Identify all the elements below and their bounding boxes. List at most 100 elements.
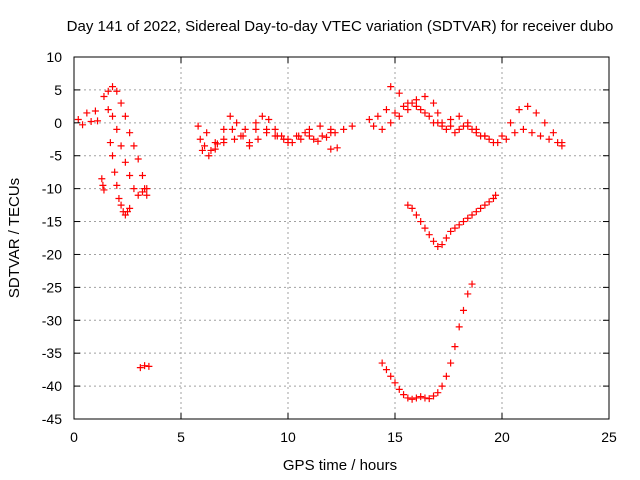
data-point — [83, 109, 91, 117]
x-tick-label: 10 — [280, 429, 296, 445]
data-point — [263, 125, 271, 133]
series-arc-04 — [104, 106, 151, 199]
data-point — [425, 231, 433, 239]
data-point — [198, 146, 206, 154]
y-tick-label: 10 — [46, 49, 62, 65]
data-point — [145, 362, 153, 370]
y-tick-label: -20 — [42, 246, 62, 262]
data-point — [284, 139, 292, 147]
data-point — [481, 201, 489, 209]
data-point — [233, 119, 241, 127]
data-point — [271, 125, 279, 133]
series-arc-06 — [136, 362, 153, 372]
data-point — [207, 146, 215, 154]
data-point — [447, 122, 455, 130]
data-point — [74, 116, 82, 124]
data-point — [141, 362, 149, 370]
data-point — [438, 241, 446, 249]
data-point — [203, 129, 211, 137]
x-tick-label: 25 — [601, 429, 617, 445]
data-point — [323, 133, 331, 141]
data-point — [430, 392, 438, 400]
y-tick-label: 5 — [54, 82, 62, 98]
data-point — [100, 186, 108, 194]
x-tick-label: 0 — [70, 429, 78, 445]
data-point — [464, 290, 472, 298]
data-point — [252, 119, 260, 127]
data-point — [430, 99, 438, 107]
data-point — [502, 135, 510, 143]
data-point — [421, 92, 429, 100]
series-arc-02 — [98, 175, 108, 194]
data-point — [400, 391, 408, 399]
data-point — [519, 125, 527, 133]
data-point — [213, 140, 221, 148]
data-point — [442, 372, 450, 380]
series-arc-12 — [370, 102, 566, 147]
data-point — [310, 135, 318, 143]
grid — [74, 57, 609, 419]
data-point — [265, 116, 273, 124]
data-point — [143, 191, 151, 199]
data-point — [391, 379, 399, 387]
data-point — [138, 188, 146, 196]
data-point — [109, 112, 117, 120]
data-point — [472, 129, 480, 137]
data-point — [231, 135, 238, 143]
data-point — [211, 145, 219, 153]
data-point — [252, 125, 260, 133]
data-point — [115, 195, 123, 203]
data-point — [378, 359, 386, 367]
data-point — [113, 181, 121, 189]
data-point — [196, 135, 204, 143]
data-point — [430, 237, 438, 245]
data-point — [434, 243, 442, 251]
data-point — [451, 343, 459, 351]
data-point — [472, 208, 480, 216]
x-axis-label: GPS time / hours — [283, 457, 397, 474]
y-tick-label: -35 — [42, 345, 62, 361]
series-arc-03 — [100, 83, 151, 199]
data-point — [87, 118, 95, 126]
series-arc-10 — [327, 144, 341, 153]
series-arc-05 — [106, 139, 134, 219]
data-point — [104, 87, 112, 95]
data-point — [254, 135, 262, 143]
data-point — [370, 122, 378, 130]
data-point — [295, 132, 303, 140]
data-point — [327, 129, 335, 137]
data-point — [365, 116, 373, 124]
data-point — [220, 125, 228, 133]
data-point — [537, 132, 545, 140]
data-point — [126, 171, 134, 179]
data-point — [136, 364, 144, 372]
data-point — [442, 125, 450, 133]
data-point — [408, 204, 416, 212]
data-point — [121, 158, 129, 166]
data-point — [387, 83, 395, 91]
data-point — [524, 102, 532, 110]
data-point — [241, 125, 249, 133]
data-point — [314, 137, 322, 145]
data-point — [201, 142, 209, 150]
data-point — [134, 155, 142, 163]
data-point — [447, 227, 455, 235]
data-point — [421, 394, 429, 402]
data-point — [459, 306, 467, 314]
data-point — [438, 119, 446, 127]
data-point — [442, 234, 450, 242]
data-point — [194, 122, 202, 130]
y-tick-label: -25 — [42, 279, 62, 295]
data-point — [425, 395, 433, 403]
y-axis-ticks: 10 5 0 -5 -10 -15 -20 -25 -30 -35 -40 -45 — [42, 49, 609, 427]
data-point — [126, 129, 134, 137]
data-point — [430, 119, 438, 127]
data-point — [126, 204, 134, 212]
data-point — [387, 119, 395, 127]
data-point — [481, 132, 489, 140]
y-tick-label: -45 — [42, 411, 62, 427]
data-point — [239, 132, 247, 140]
data-point — [507, 119, 515, 127]
data-point — [333, 144, 341, 152]
